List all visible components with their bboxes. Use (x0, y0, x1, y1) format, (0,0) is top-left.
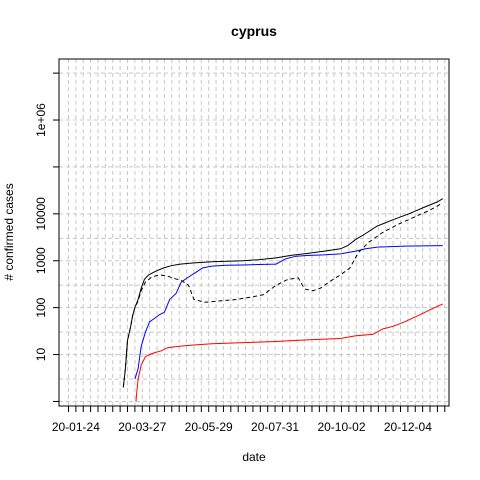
series-line-0 (122, 198, 443, 388)
series-line-3 (122, 202, 443, 388)
grid (59, 59, 449, 406)
y-axis-label: # confirmed cases (2, 183, 16, 280)
y-tick-label: 10 (34, 348, 48, 362)
plot-frame (58, 58, 450, 407)
y-tick-label: 1000 (34, 247, 48, 274)
y-tick-label: 1e+06 (34, 103, 48, 137)
series-line-1 (134, 245, 443, 380)
y-axis: 10 100 1000 10000 1e+06 (34, 72, 59, 402)
x-axis-label: date (242, 450, 266, 464)
chart-title: cyprus (231, 23, 277, 39)
series-group (122, 198, 443, 402)
x-tick-label: 20-01-24 (52, 420, 100, 434)
series-line-2 (135, 303, 443, 402)
x-tick-label: 20-12-04 (384, 420, 432, 434)
x-tick-label: 20-03-27 (118, 420, 166, 434)
y-tick-label: 100 (34, 297, 48, 317)
x-tick-label: 20-10-02 (317, 420, 365, 434)
x-axis: 20-01-24 20-03-27 20-05-29 20-07-31 20-10-02… (52, 406, 446, 434)
x-tick-label: 20-05-29 (185, 420, 233, 434)
y-tick-label: 10000 (34, 197, 48, 231)
x-tick-label: 20-07-31 (251, 420, 299, 434)
